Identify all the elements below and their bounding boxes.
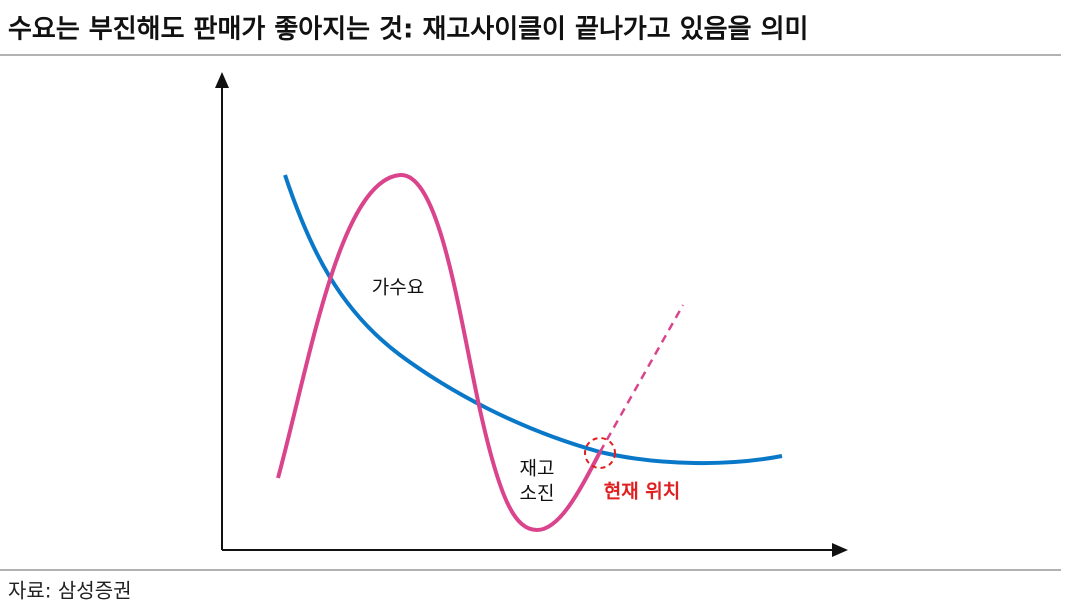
label-speculative: 가수요 xyxy=(372,277,424,299)
label-depletion: 소진 xyxy=(520,483,555,505)
current-marker xyxy=(584,437,616,469)
demand-curve xyxy=(283,174,783,466)
y-arrow xyxy=(215,72,229,88)
label-inventory: 재고 xyxy=(520,458,555,480)
x-arrow xyxy=(832,543,848,557)
label-current: 현재 위치 xyxy=(604,481,681,503)
sales-projection xyxy=(598,304,685,453)
sales-curve xyxy=(276,172,602,533)
title: 수요는 부진해도 판매가 좋아지는 것: 재고사이클이 끝나가고 있음을 의미 xyxy=(8,15,808,45)
source: 자료: 삼성증권 xyxy=(8,579,132,603)
